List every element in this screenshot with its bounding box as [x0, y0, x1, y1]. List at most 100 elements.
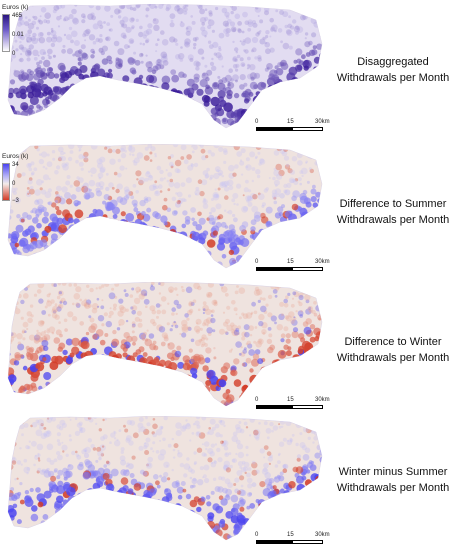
density-dot [284, 500, 291, 507]
density-dot [41, 468, 46, 473]
density-dot [232, 40, 235, 44]
density-dot [56, 485, 65, 494]
density-dot [223, 465, 229, 472]
density-dot [147, 66, 153, 73]
density-dot [91, 15, 96, 21]
density-dot [155, 303, 161, 308]
density-dot [81, 19, 86, 24]
density-dot [241, 336, 246, 341]
density-dot [85, 460, 93, 468]
density-dot [178, 200, 181, 203]
density-dot [75, 186, 82, 193]
density-dot [114, 108, 118, 112]
scale-bar: 0 15 30km [255, 532, 330, 546]
density-dot [92, 254, 99, 261]
density-dot [73, 536, 79, 540]
density-dot [35, 429, 43, 437]
density-dot [221, 174, 224, 178]
density-dot [19, 404, 23, 406]
density-dot [291, 250, 297, 256]
legend-title: Euros (k) [2, 153, 29, 160]
density-dot [255, 499, 260, 503]
density-dot [82, 496, 87, 501]
density-dot [167, 343, 170, 346]
density-dot [272, 176, 276, 181]
density-dot [172, 253, 179, 259]
density-dot [241, 331, 247, 337]
map-fill [7, 416, 323, 541]
density-dot [212, 477, 217, 481]
density-dot [211, 221, 216, 226]
density-dot [44, 469, 49, 474]
density-dot [297, 348, 304, 355]
density-dot [282, 437, 287, 442]
density-dot [223, 160, 227, 164]
map-panel-winter-minus-summer: Winter minus Summer Withdrawals per Mont… [0, 416, 456, 550]
density-dot [18, 16, 23, 21]
density-dot [314, 336, 320, 342]
density-dot [39, 15, 42, 18]
density-dot [214, 188, 217, 191]
density-dot [66, 258, 72, 264]
density-dot [255, 169, 261, 175]
density-dot [165, 242, 171, 248]
density-dot [161, 39, 169, 46]
density-dot [90, 258, 94, 262]
density-dot [56, 439, 61, 443]
density-dot [232, 28, 237, 32]
density-dot [279, 488, 285, 494]
density-dot [29, 487, 34, 493]
density-dot [303, 10, 308, 14]
density-dot [200, 17, 207, 24]
density-dot [160, 109, 166, 115]
density-dot [318, 503, 322, 508]
density-dot [236, 490, 242, 495]
density-dot [202, 322, 207, 327]
density-dot [208, 535, 216, 540]
density-dot [87, 84, 92, 90]
density-dot [54, 196, 62, 204]
density-dot [306, 229, 312, 235]
density-dot [144, 293, 148, 297]
density-dot [8, 470, 10, 474]
density-dot [311, 430, 314, 433]
density-dot [44, 191, 52, 199]
density-dot [50, 42, 56, 48]
density-dot [84, 446, 91, 454]
density-dot [228, 68, 233, 73]
density-dot [34, 144, 39, 150]
density-dot [295, 492, 301, 498]
density-dot [320, 4, 322, 8]
density-dot [296, 58, 302, 64]
density-dot [311, 102, 318, 109]
density-dot [26, 472, 29, 475]
density-dot [160, 427, 163, 430]
density-dot [46, 293, 51, 298]
density-dot [110, 432, 116, 438]
density-dot [90, 174, 93, 177]
density-dot [139, 229, 149, 239]
density-dot [264, 382, 271, 390]
density-dot [26, 311, 32, 317]
density-dot [141, 376, 150, 385]
density-dot [178, 236, 186, 244]
density-dot [84, 501, 91, 508]
density-dot [59, 333, 63, 338]
density-dot [241, 460, 246, 465]
density-dot [62, 450, 65, 453]
density-dot [309, 389, 313, 393]
density-dot [269, 422, 274, 427]
density-dot [190, 338, 195, 343]
density-dot [41, 230, 47, 236]
density-dot [201, 155, 207, 161]
density-dot [233, 202, 236, 206]
density-dot [217, 216, 221, 220]
density-dot [209, 418, 216, 425]
density-dot [286, 97, 292, 103]
density-dot [189, 115, 198, 124]
density-dot [268, 477, 275, 484]
density-dot [307, 372, 315, 380]
density-dot [265, 48, 271, 55]
density-dot [147, 23, 153, 29]
density-dot [122, 352, 128, 358]
